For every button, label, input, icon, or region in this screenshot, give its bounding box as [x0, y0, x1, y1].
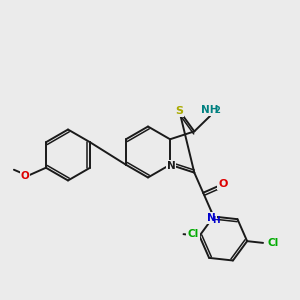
Text: 2: 2: [214, 106, 220, 115]
Text: O: O: [219, 179, 228, 189]
Text: S: S: [175, 106, 183, 116]
Text: O: O: [21, 171, 29, 181]
Text: N: N: [207, 213, 216, 223]
Text: N: N: [167, 161, 176, 171]
Text: Cl: Cl: [267, 238, 278, 248]
Text: H: H: [212, 216, 220, 225]
Text: NH: NH: [201, 105, 219, 115]
Text: Cl: Cl: [188, 229, 199, 239]
